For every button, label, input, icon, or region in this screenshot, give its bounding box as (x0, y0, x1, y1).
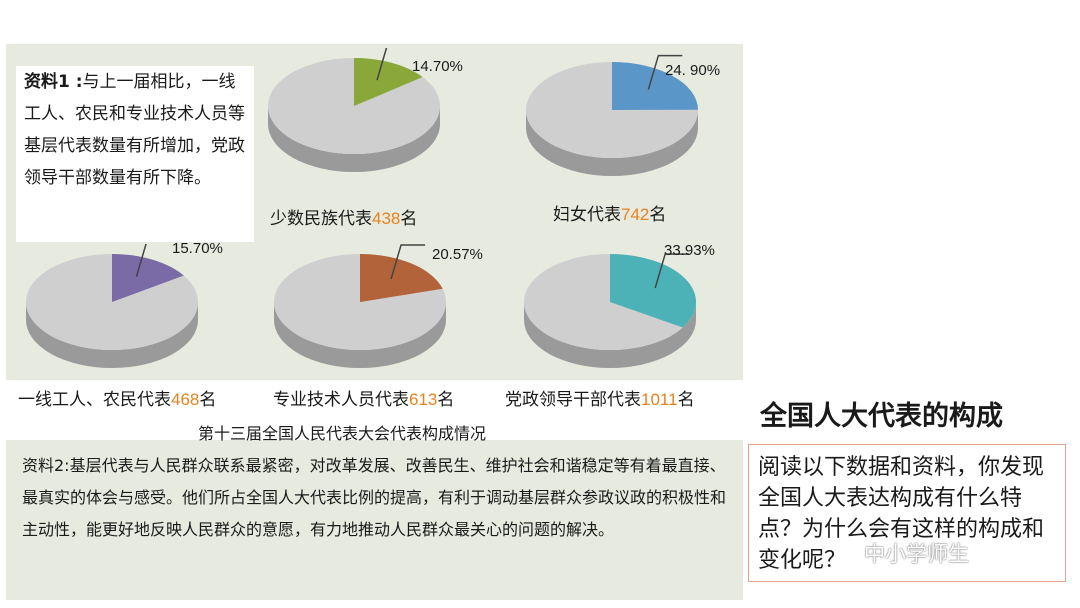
leader-line (376, 48, 388, 81)
leader-line (390, 244, 426, 280)
material2-text: 资料2:基层代表与人民群众联系最紧密，对改革发展、改善民生、维护社会和谐稳定等有… (22, 456, 727, 539)
question-box (748, 444, 1066, 582)
pie-side (524, 302, 696, 368)
leader-line (647, 54, 683, 90)
pie-side (274, 302, 446, 368)
pie-label-ethnic-minority: 少数民族代表438名 (270, 209, 418, 229)
pie-slice (112, 254, 184, 302)
material1-label: 资料1 : (24, 72, 83, 92)
leader-line (135, 244, 147, 277)
pie-chart-ethnic-minority (268, 48, 440, 172)
page-title: 全国人大代表的构成 (760, 401, 1003, 432)
pie-label-women: 妇女代表742名 (553, 205, 667, 225)
percent-label-party-officials: 33.93% (664, 242, 715, 259)
material2-panel (6, 440, 743, 600)
pie-chart-workers-farmers (26, 244, 198, 368)
material1-body: 与上一届相比，一线工人、农民和专业技术人员等基层代表数量有所增加，党政领导干部数… (24, 72, 245, 188)
pie-chart-women (526, 54, 698, 176)
pie-label-party-officials: 党政领导干部代表1011名 (505, 390, 695, 410)
percent-label-ethnic-minority: 14.70% (412, 58, 463, 75)
pie-chart-party-officials (524, 253, 696, 368)
pie-slice (610, 254, 696, 328)
percent-label-women: 24. 90% (665, 62, 721, 79)
pie-chart-professionals (274, 244, 446, 368)
pie-slice (612, 62, 698, 110)
pie-slice (354, 58, 423, 106)
chart-caption: 第十三届全国人民代表大会代表构成情况 (198, 424, 487, 443)
pie-side (526, 110, 698, 176)
pie-label-workers-farmers: 一线工人、农民代表468名 (18, 390, 217, 410)
pie-side (268, 106, 440, 172)
material1-text: 资料1 :与上一届相比，一线工人、农民和专业技术人员等基层代表数量有所增加，党政… (24, 66, 252, 194)
pie-slice (360, 254, 443, 302)
percent-label-professionals: 20.57% (432, 246, 483, 263)
watermark: 中小学师生 (864, 542, 969, 566)
percent-label-workers-farmers: 15.70% (172, 240, 223, 257)
pie-label-professionals: 专业技术人员代表613名 (273, 390, 455, 410)
material1-box (16, 66, 254, 242)
question-text: 阅读以下数据和资料，你发现全国人大表达构成有什么特点？为什么会有这样的构成和变化… (758, 455, 1045, 573)
pie-side (26, 302, 198, 368)
leader-line (654, 253, 690, 289)
